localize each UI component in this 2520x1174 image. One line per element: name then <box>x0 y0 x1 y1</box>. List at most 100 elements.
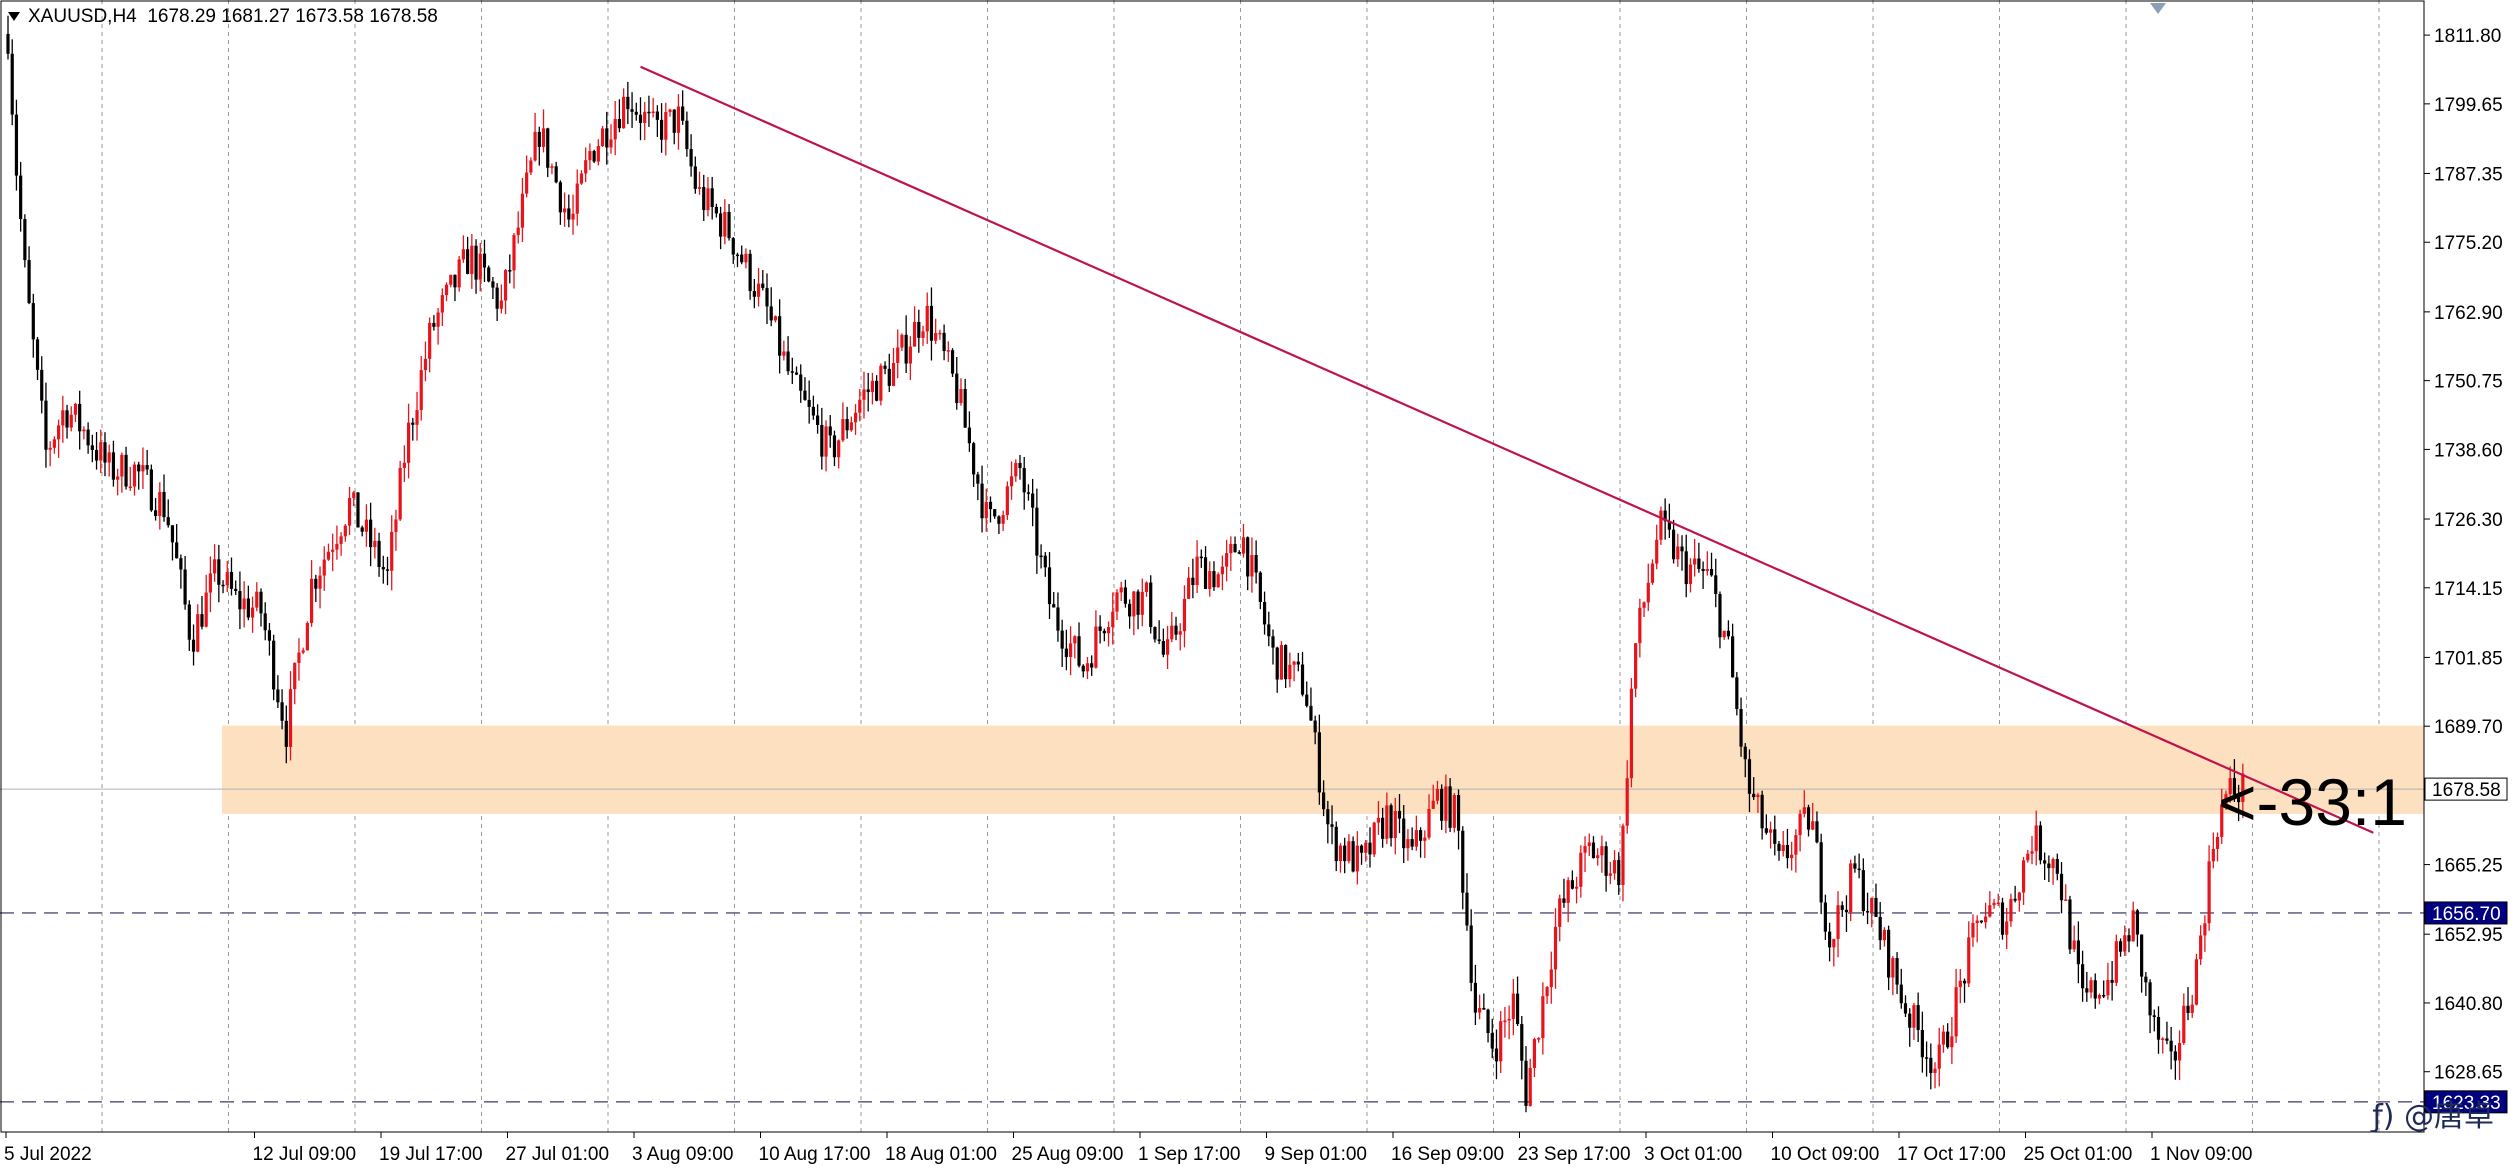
candle-body <box>1431 800 1435 809</box>
candle-body <box>1322 792 1326 810</box>
candle-body <box>571 213 575 220</box>
candle-body <box>1794 835 1798 855</box>
collapse-triangle-icon[interactable] <box>8 12 20 22</box>
candle-body <box>423 358 428 371</box>
candle-body <box>2106 979 2110 996</box>
candle-body <box>1515 993 1520 1025</box>
candle-body <box>2055 859 2059 874</box>
candle-body <box>1967 937 1971 984</box>
price-tag-box <box>2424 901 2508 925</box>
candle-body <box>1870 897 1874 913</box>
candle-body <box>685 120 689 150</box>
candle-body <box>1663 510 1667 522</box>
candle-body <box>1009 476 1014 487</box>
candle-body <box>381 566 385 570</box>
candle-body <box>993 509 997 517</box>
candle-body <box>1229 543 1233 554</box>
candle-body <box>1203 557 1208 590</box>
candle-body <box>1233 543 1237 553</box>
price-tick-label: 1628.65 <box>2434 1063 2503 1084</box>
candle-body <box>466 249 470 274</box>
price-tick-label: 1689.70 <box>2434 717 2503 738</box>
time-axis[interactable]: 5 Jul 2022 12 Jul 09:00 19 Jul 17:00 27 Jul… <box>4 1132 2252 1165</box>
candle-body <box>1882 929 1887 941</box>
candle-body <box>908 346 912 364</box>
candle-body <box>1085 663 1090 672</box>
candle-body <box>503 270 508 301</box>
candle-body <box>997 516 1001 524</box>
candle-body <box>1376 817 1381 823</box>
candle-body <box>1528 1067 1532 1106</box>
candle-body <box>1005 486 1009 516</box>
candle-body <box>132 464 137 487</box>
candle-body <box>250 607 255 618</box>
candle-body <box>1764 828 1768 833</box>
candle-body <box>191 639 196 652</box>
time-tick-label: 17 Oct 17:00 <box>1897 1144 2006 1165</box>
candle-body <box>1305 694 1309 706</box>
candle-body <box>238 591 242 610</box>
candle-body <box>550 166 554 168</box>
candle-body <box>444 284 449 296</box>
candle-body <box>339 536 343 544</box>
price-tag-text: 1623.33 <box>2432 1093 2501 1114</box>
price-tick-label: 1799.65 <box>2434 95 2503 116</box>
candle-body <box>208 573 212 593</box>
candle-body <box>1393 810 1397 839</box>
candle-body <box>1191 577 1195 586</box>
watermark: ƒ) @唐卓 <box>2372 1099 2494 1134</box>
candle-body <box>2165 1038 2169 1041</box>
candle-body <box>2186 1005 2190 1013</box>
candle-body <box>1368 842 1372 855</box>
candle-body <box>1747 759 1752 794</box>
candle-body <box>600 128 605 147</box>
candle-body <box>1920 1030 1924 1058</box>
candle-body <box>474 245 478 280</box>
candle-body <box>234 588 238 592</box>
candle-body <box>1216 574 1220 588</box>
candle-body <box>963 389 967 428</box>
candle-body <box>2203 923 2207 936</box>
candle-body <box>584 160 588 174</box>
candle-body <box>647 111 651 114</box>
candle-body <box>120 454 124 477</box>
candle-body <box>1279 645 1284 680</box>
candle-body <box>605 128 609 148</box>
candle-body <box>668 109 672 113</box>
price-tick-label: 1762.90 <box>2434 303 2503 324</box>
price-tick-label: 1750.75 <box>2434 372 2503 393</box>
candle-body <box>145 465 149 470</box>
horizontal-levels[interactable] <box>0 912 2424 1103</box>
candle-body <box>1275 647 1279 680</box>
candle-body <box>693 166 697 189</box>
candle-body <box>1600 846 1604 856</box>
candle-body <box>727 211 731 239</box>
candle-body <box>735 254 740 257</box>
candle-body <box>73 403 78 415</box>
candle-body <box>166 517 170 526</box>
price-tick-label: 1738.60 <box>2434 440 2503 461</box>
candle-body <box>457 259 461 288</box>
price-axis[interactable]: 1811.80 1799.65 1787.35 1775.20 1762.90 1750.… <box>2424 26 2503 1084</box>
candle-body <box>1726 630 1730 637</box>
chart-shift-marker[interactable] <box>2150 3 2166 14</box>
candle-body <box>1069 643 1073 658</box>
candle-body <box>2026 853 2030 861</box>
trendline[interactable] <box>640 65 2374 834</box>
candle-body <box>525 172 529 194</box>
time-tick-label: 25 Aug 09:00 <box>1012 1144 1124 1165</box>
candle-body <box>369 519 373 548</box>
candle-body <box>659 119 664 140</box>
candle-body <box>1402 818 1406 849</box>
symbol-label: XAUUSD,H4 1678.29 1681.27 1673.58 1678.5… <box>8 6 438 28</box>
candle-body <box>697 187 702 189</box>
time-tick-label: 1 Sep 17:00 <box>1138 1144 1240 1165</box>
candle-body <box>1052 604 1056 608</box>
candle-body <box>297 652 301 663</box>
price-tag-text: 1656.70 <box>2432 904 2501 925</box>
candle-body <box>1178 631 1182 635</box>
candle-body <box>364 519 369 532</box>
candle-body <box>934 333 938 341</box>
